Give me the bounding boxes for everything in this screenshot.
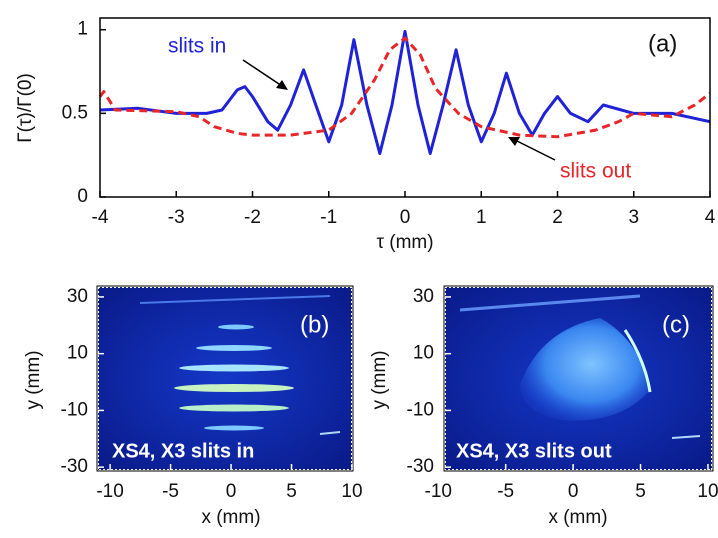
panel-label: (a) [648, 30, 677, 57]
y-axis-label: Γ(τ)/Γ(0) [15, 73, 36, 143]
caption: XS4, X3 slits out [456, 440, 612, 462]
x-tick-label: -1 [320, 207, 337, 228]
y-tick-label: -30 [407, 456, 434, 477]
x-tick-label: 10 [697, 481, 718, 502]
arrowhead [508, 137, 520, 146]
outer-frame [443, 285, 714, 472]
x-tick-label: -2 [244, 207, 261, 228]
y-axis-label: y (mm) [369, 350, 390, 409]
data-line [99, 29, 711, 155]
plot-frame [444, 286, 713, 471]
y-tick-label: 30 [413, 286, 434, 307]
x-axis-label: τ (mm) [376, 232, 433, 253]
x-tick-label: 1 [476, 207, 487, 228]
x-axis-label: x (mm) [201, 507, 260, 528]
arrow [512, 138, 556, 161]
x-tick-label: 5 [286, 481, 297, 502]
outer-frame [96, 285, 354, 472]
image-b [98, 287, 352, 470]
x-tick-label: 3 [628, 207, 639, 228]
x-tick-label: 0 [568, 481, 579, 502]
x-tick-label: -10 [96, 481, 123, 502]
x-tick-label: -5 [497, 481, 514, 502]
panel-label: (c) [662, 311, 690, 338]
x-axis-label: x (mm) [548, 507, 607, 528]
series-label: slits out [560, 160, 631, 183]
series-label: slits in [168, 35, 226, 58]
image-c [445, 287, 712, 470]
y-tick-label: -30 [61, 456, 88, 477]
y-tick-label: -10 [61, 399, 88, 420]
y-axis-label: y (mm) [23, 350, 44, 409]
y-tick-label: 0.5 [62, 102, 88, 123]
x-tick-label: 2 [552, 207, 563, 228]
x-tick-label: 4 [705, 207, 716, 228]
plot-frame [97, 286, 353, 471]
x-tick-label: 5 [635, 481, 646, 502]
data-line [98, 36, 711, 139]
y-tick-label: 10 [413, 343, 434, 364]
x-tick-label: -5 [162, 481, 179, 502]
caption: XS4, X3 slits in [112, 440, 254, 462]
x-tick-label: -10 [425, 481, 452, 502]
y-tick-label: 1 [77, 19, 88, 40]
x-tick-label: -3 [168, 207, 185, 228]
x-tick-label: 0 [400, 207, 411, 228]
y-tick-label: 0 [77, 186, 88, 207]
x-tick-label: 0 [226, 481, 237, 502]
x-tick-label: 10 [341, 481, 362, 502]
y-tick-label: 30 [67, 286, 88, 307]
x-tick-label: -4 [92, 207, 109, 228]
y-tick-label: 10 [67, 343, 88, 364]
arrow [242, 59, 286, 89]
panel-label: (b) [300, 311, 329, 338]
y-tick-label: -10 [407, 399, 434, 420]
arrowhead [276, 80, 288, 90]
